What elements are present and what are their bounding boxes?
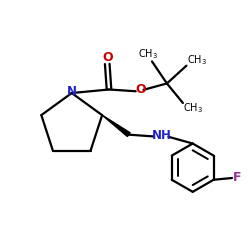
Text: O: O [135, 83, 145, 96]
Polygon shape [102, 115, 130, 136]
Text: CH$_3$: CH$_3$ [138, 48, 158, 61]
Text: CH$_3$: CH$_3$ [183, 102, 203, 115]
Text: N: N [67, 85, 77, 98]
Text: NH: NH [152, 129, 172, 142]
Text: F: F [233, 172, 241, 184]
Text: O: O [102, 51, 113, 64]
Text: CH$_3$: CH$_3$ [187, 53, 207, 67]
